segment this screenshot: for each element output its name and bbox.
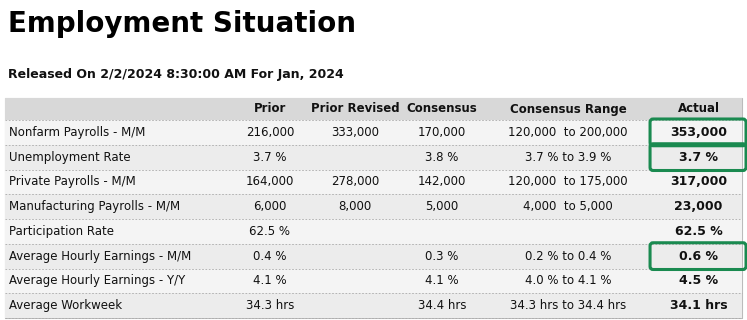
Text: 333,000: 333,000 (331, 126, 379, 139)
Text: Released On 2/2/2024 8:30:00 AM For Jan, 2024: Released On 2/2/2024 8:30:00 AM For Jan,… (8, 68, 344, 81)
Text: 3.7 % to 3.9 %: 3.7 % to 3.9 % (525, 151, 611, 164)
Text: Average Hourly Earnings - M/M: Average Hourly Earnings - M/M (9, 250, 191, 263)
Text: Average Hourly Earnings - Y/Y: Average Hourly Earnings - Y/Y (9, 274, 185, 287)
Text: 0.6 %: 0.6 % (679, 250, 718, 263)
Bar (5, 194, 742, 219)
Text: 4.1 %: 4.1 % (425, 274, 459, 287)
Text: 3.7 %: 3.7 % (253, 151, 287, 164)
Text: Manufacturing Payrolls - M/M: Manufacturing Payrolls - M/M (9, 200, 180, 213)
Text: 142,000: 142,000 (418, 175, 466, 188)
Text: Unemployment Rate: Unemployment Rate (9, 151, 131, 164)
Text: 170,000: 170,000 (418, 126, 466, 139)
Bar (5, 145, 742, 170)
Text: 23,000: 23,000 (675, 200, 722, 213)
Text: 3.7 %: 3.7 % (679, 151, 718, 164)
Text: 62.5 %: 62.5 % (675, 225, 722, 238)
Text: 353,000: 353,000 (670, 126, 727, 139)
Text: 120,000  to 175,000: 120,000 to 175,000 (508, 175, 628, 188)
Bar (5, 98, 742, 120)
Text: 0.4 %: 0.4 % (253, 250, 287, 263)
Text: 0.2 % to 0.4 %: 0.2 % to 0.4 % (525, 250, 611, 263)
Text: 317,000: 317,000 (670, 175, 727, 188)
Text: Prior: Prior (254, 102, 286, 116)
Text: 8,000: 8,000 (338, 200, 371, 213)
Text: Private Payrolls - M/M: Private Payrolls - M/M (9, 175, 136, 188)
Text: 4,000  to 5,000: 4,000 to 5,000 (523, 200, 613, 213)
Text: Average Workweek: Average Workweek (9, 299, 122, 312)
Bar (5, 120, 742, 145)
Bar (5, 268, 742, 293)
Text: 278,000: 278,000 (331, 175, 379, 188)
Text: 216,000: 216,000 (246, 126, 294, 139)
Text: 0.3 %: 0.3 % (425, 250, 459, 263)
Bar (5, 170, 742, 194)
Text: 34.1 hrs: 34.1 hrs (670, 299, 728, 312)
Bar (5, 98, 742, 318)
Text: 164,000: 164,000 (246, 175, 294, 188)
Text: 120,000  to 200,000: 120,000 to 200,000 (509, 126, 627, 139)
Text: 6,000: 6,000 (253, 200, 287, 213)
Text: 4.5 %: 4.5 % (679, 274, 718, 287)
Text: 3.8 %: 3.8 % (425, 151, 459, 164)
Text: 62.5 %: 62.5 % (249, 225, 291, 238)
Text: 34.3 hrs: 34.3 hrs (246, 299, 294, 312)
Text: 4.0 % to 4.1 %: 4.0 % to 4.1 % (525, 274, 611, 287)
Text: Actual: Actual (678, 102, 719, 116)
Text: Prior Revised: Prior Revised (311, 102, 399, 116)
Text: 4.1 %: 4.1 % (253, 274, 287, 287)
Text: 34.3 hrs to 34.4 hrs: 34.3 hrs to 34.4 hrs (510, 299, 626, 312)
Bar (5, 293, 742, 318)
Text: Consensus Range: Consensus Range (509, 102, 627, 116)
Text: 5,000: 5,000 (425, 200, 459, 213)
Text: Consensus: Consensus (406, 102, 477, 116)
Text: 34.4 hrs: 34.4 hrs (418, 299, 466, 312)
Bar (5, 219, 742, 244)
Text: Nonfarm Payrolls - M/M: Nonfarm Payrolls - M/M (9, 126, 146, 139)
Text: Participation Rate: Participation Rate (9, 225, 114, 238)
Bar (5, 244, 742, 268)
Text: Employment Situation: Employment Situation (8, 10, 356, 38)
